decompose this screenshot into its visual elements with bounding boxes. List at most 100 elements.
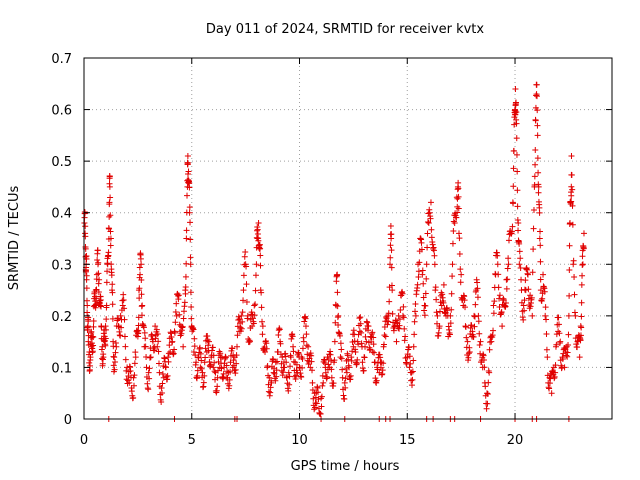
data-point [578,324,585,331]
data-point [568,183,575,190]
data-point [359,359,366,366]
data-point [447,320,454,327]
data-point [315,389,322,396]
data-point [380,341,387,348]
data-point [474,285,481,292]
data-point [455,193,462,200]
data-point [214,374,221,381]
data-point [139,302,146,309]
data-point [250,320,257,327]
data-point [102,326,109,333]
data-point [97,296,104,303]
data-point [548,390,555,397]
data-point [224,368,231,375]
data-point [524,271,531,278]
data-point [259,323,266,330]
data-point [187,254,194,261]
data-point [533,81,540,88]
data-point [569,221,576,228]
data-point [334,303,341,310]
data-point [401,325,408,332]
data-point [127,367,134,374]
data-point [530,246,537,253]
data-point [513,151,520,158]
data-point [422,302,429,309]
data-point [346,364,353,371]
data-point [348,357,355,364]
data-point [415,274,422,281]
data-point [477,338,484,345]
data-point [252,287,259,294]
data-point [287,363,294,370]
data-point [362,333,369,340]
data-point [251,302,258,309]
data-point [525,286,532,293]
data-point [566,242,573,249]
data-point [512,107,519,114]
data-point [491,298,498,305]
y-tick-label: 0 [64,413,72,428]
data-point [568,198,575,205]
data-point [565,331,572,338]
y-tick-label: 0.6 [51,104,72,119]
x-tick-label: 5 [188,433,196,448]
data-point [93,271,100,278]
data-point [388,231,395,238]
data-point [264,363,271,370]
data-point [109,301,116,308]
data-point [468,322,475,329]
data-point [182,290,189,297]
data-point [556,330,563,337]
y-tick-label: 0.7 [51,52,72,67]
data-point [252,272,259,279]
data-point [90,342,97,349]
data-point [282,353,289,360]
data-point [365,323,372,330]
data-point [165,358,172,365]
data-point [293,361,300,368]
data-point [255,237,262,244]
data-point [132,354,139,361]
data-point [577,332,584,339]
data-point [455,205,462,212]
data-point [172,319,179,326]
data-point [198,365,205,372]
data-point [257,262,264,269]
data-point [81,210,88,217]
data-point [95,259,102,266]
data-point [176,311,183,318]
data-point [579,253,586,260]
data-point [243,263,250,270]
data-point [164,372,171,379]
data-point [330,380,337,387]
data-point [196,344,203,351]
data-point [183,260,190,267]
data-point [389,287,396,294]
data-point [106,225,113,232]
data-point [111,354,118,361]
data-point [480,356,487,363]
data-point [233,360,240,367]
data-point [201,372,208,379]
data-point [304,351,311,358]
data-point [530,206,537,213]
y-tick-label: 0.3 [51,258,72,273]
data-point [520,316,527,323]
data-point [537,258,544,265]
y-tick-label: 0.5 [51,155,72,170]
data-point [181,299,188,306]
data-point [471,323,478,330]
data-point [263,345,270,352]
data-point [303,331,310,338]
data-point [534,155,541,162]
data-point [145,369,152,376]
data-point [143,364,150,371]
data-point [138,276,145,283]
data-point [537,228,544,235]
data-point [121,316,128,323]
y-tick-label: 0.1 [51,361,72,376]
data-point [166,342,173,349]
data-point [475,312,482,319]
data-point [278,367,285,374]
data-point [135,327,142,334]
